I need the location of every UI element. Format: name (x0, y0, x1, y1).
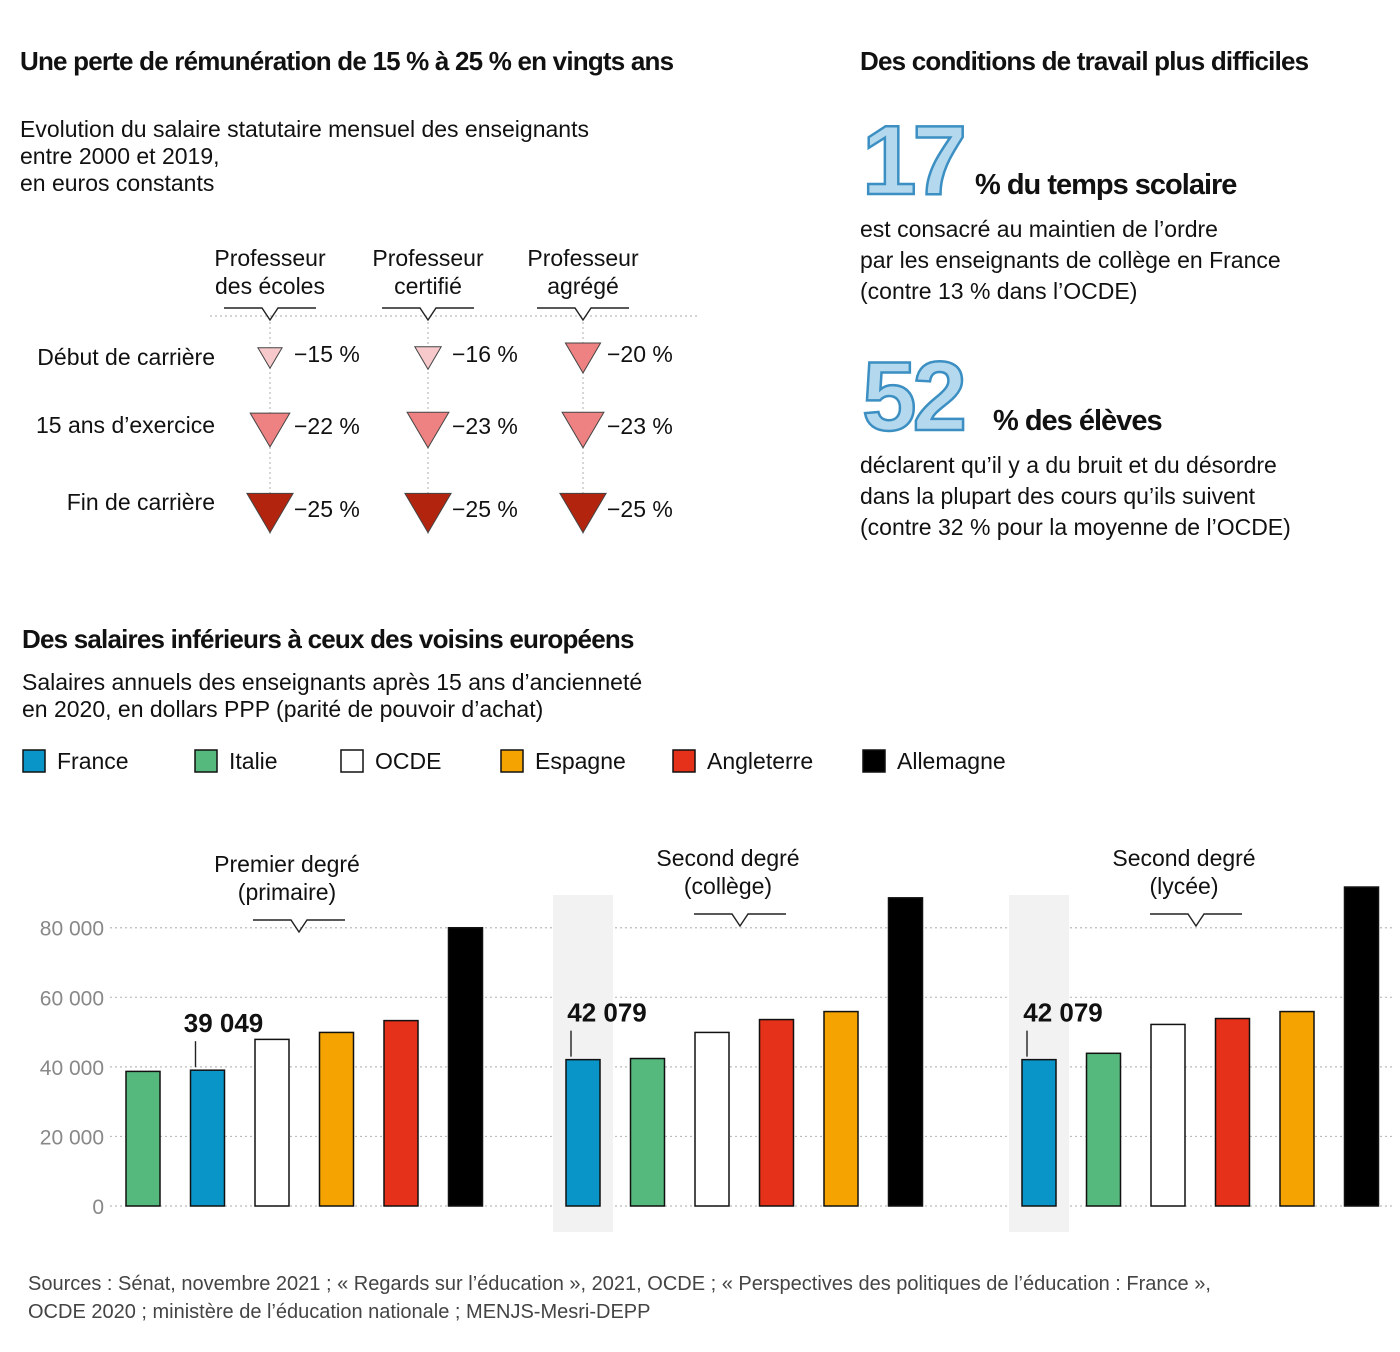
triangle (404, 492, 452, 534)
bar (565, 1058, 601, 1207)
source: OCDE 2020 ; ministère de l’éducation nat… (28, 1301, 650, 1323)
section-title: Des conditions de travail plus difficile… (860, 46, 1309, 76)
triangle (246, 492, 294, 534)
bar (125, 1070, 161, 1207)
bar (447, 926, 484, 1207)
legend-swatch (22, 749, 46, 773)
bar (629, 1057, 666, 1207)
subtitle: en 2020, en dollars PPP (parité de pouvo… (22, 696, 543, 722)
value-label: −25 % (607, 496, 673, 522)
subtitle: en euros constants (20, 170, 214, 196)
stat-unit: % des élèves (993, 405, 1162, 437)
column-header: certifié (394, 273, 462, 299)
chart-title: (lycée) (1149, 873, 1218, 899)
bar (189, 1069, 226, 1207)
y-tick-label: 0 (92, 1196, 104, 1219)
subtitle: Salaires annuels des enseignants après 1… (22, 669, 642, 695)
bar (1085, 1052, 1122, 1207)
bar (1021, 1058, 1057, 1207)
bracket (1150, 913, 1242, 928)
chart-title: Second degré (1112, 845, 1255, 871)
subtitle: entre 2000 et 2019, (20, 143, 220, 169)
y-tick-label: 20 000 (40, 1126, 104, 1149)
bar (318, 1031, 355, 1207)
chart-title: (collège) (684, 873, 772, 899)
stat-text: par les enseignants de collège en France (860, 247, 1281, 273)
column-header: agrégé (547, 273, 619, 299)
big-number: 17 (862, 105, 964, 215)
y-tick-label: 40 000 (40, 1057, 104, 1080)
legend-label: France (57, 748, 129, 774)
stat-unit: % du temps scolaire (975, 169, 1237, 201)
stat-text: (contre 32 % pour la moyenne de l’OCDE) (860, 514, 1291, 540)
bracket (537, 307, 629, 322)
big-number: 52 (862, 341, 964, 451)
value-label: 39 049 (184, 1008, 264, 1038)
y-tick-label: 80 000 (40, 918, 104, 941)
bar (758, 1018, 795, 1207)
y-tick-label: 60 000 (40, 987, 104, 1010)
bar (254, 1038, 290, 1207)
chart-title: Second degré (656, 845, 799, 871)
bar (694, 1031, 730, 1207)
legend-label: OCDE (375, 748, 441, 774)
legend-label: Espagne (535, 748, 626, 774)
section-title: Une perte de rémunération de 15 % à 25 %… (20, 46, 674, 76)
value-label: −20 % (607, 341, 673, 367)
bracket (694, 913, 786, 928)
row-label: Fin de carrière (67, 489, 215, 515)
stat-text: déclarent qu’il y a du bruit et du désor… (860, 452, 1277, 478)
column-header: Professeur (214, 245, 326, 271)
bar (887, 897, 924, 1207)
stat-text: (contre 13 % dans l’OCDE) (860, 278, 1137, 304)
legend-swatch (194, 749, 218, 773)
value-label: −25 % (452, 496, 518, 522)
legend-swatch (862, 749, 886, 773)
chart-title: (primaire) (238, 879, 336, 905)
column-header: des écoles (215, 273, 325, 299)
value-label: −22 % (294, 413, 360, 439)
legend-swatch (500, 749, 524, 773)
value-label: −15 % (294, 341, 360, 367)
legend-swatch (340, 749, 364, 773)
value-label: −25 % (294, 496, 360, 522)
bracket (253, 919, 345, 934)
value-label: 42 079 (1023, 998, 1103, 1028)
legend-swatch (672, 749, 696, 773)
column-header: Professeur (527, 245, 639, 271)
row-label: 15 ans d’exercice (36, 412, 215, 438)
triangle (561, 411, 605, 449)
triangle (559, 492, 607, 534)
column-header: Professeur (372, 245, 484, 271)
value-label: −23 % (607, 413, 673, 439)
bracket (382, 307, 474, 322)
bar (383, 1019, 419, 1207)
bar (1214, 1017, 1251, 1207)
triangle (564, 342, 602, 374)
chart-title: Premier degré (214, 851, 360, 877)
bracket (224, 307, 316, 322)
bar (823, 1010, 859, 1207)
section-title: Des salaires inférieurs à ceux des voisi… (22, 624, 634, 654)
row-label: Début de carrière (37, 344, 215, 370)
triangle (406, 411, 450, 449)
triangle (257, 347, 283, 370)
bar (1343, 886, 1380, 1207)
triangle (413, 346, 443, 371)
value-label: −16 % (452, 341, 518, 367)
source: Sources : Sénat, novembre 2021 ; « Regar… (28, 1273, 1211, 1295)
legend-label: Italie (229, 748, 278, 774)
subtitle: Evolution du salaire statutaire mensuel … (20, 116, 589, 142)
value-label: −23 % (452, 413, 518, 439)
legend-label: Allemagne (897, 748, 1006, 774)
bar (1279, 1010, 1315, 1207)
legend-label: Angleterre (707, 748, 813, 774)
triangle (249, 412, 291, 448)
stat-text: est consacré au maintien de l’ordre (860, 216, 1218, 242)
value-label: 42 079 (567, 998, 647, 1028)
stat-text: dans la plupart des cours qu’ils suivent (860, 483, 1256, 509)
bar (1150, 1023, 1186, 1207)
